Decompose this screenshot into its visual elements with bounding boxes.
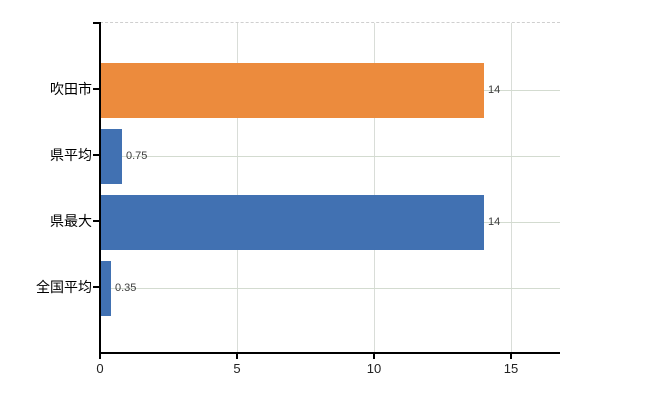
category-label: 県平均: [50, 147, 92, 163]
x-axis-tick: [510, 353, 512, 359]
category-label: 全国平均: [36, 279, 92, 295]
plot-area: 14 0.75 14 0.35: [100, 22, 560, 354]
bar-value-label: 14: [488, 216, 501, 228]
bar-value-label: 0.75: [126, 150, 148, 162]
vertical-gridline: [374, 23, 375, 354]
x-axis-line: [99, 352, 560, 354]
y-axis-line: [99, 22, 101, 359]
data-bar: [101, 195, 484, 250]
data-bar: [101, 261, 111, 316]
horizontal-gridline: [100, 288, 560, 289]
category-label: 吹田市: [50, 81, 92, 97]
bar-value-label: 0.35: [115, 282, 137, 294]
x-tick-label: 15: [503, 361, 519, 376]
x-tick-label: 5: [233, 361, 241, 376]
x-axis-tick: [236, 353, 238, 359]
data-bar: [101, 63, 484, 118]
x-axis-tick: [99, 353, 101, 359]
vertical-gridline: [511, 23, 512, 354]
y-axis-tick: [93, 88, 100, 90]
x-axis-tick: [373, 353, 375, 359]
y-axis-tick: [93, 286, 100, 288]
category-label: 県最大: [50, 213, 92, 229]
x-tick-label: 0: [96, 361, 104, 376]
horizontal-gridline: [100, 156, 560, 157]
y-axis-tick: [93, 154, 100, 156]
x-tick-label: 10: [366, 361, 382, 376]
bar-value-label: 14: [488, 84, 501, 96]
y-axis-tick: [93, 220, 100, 222]
data-bar: [101, 129, 122, 184]
y-axis-top-tick: [93, 22, 100, 24]
vertical-gridline: [237, 23, 238, 354]
